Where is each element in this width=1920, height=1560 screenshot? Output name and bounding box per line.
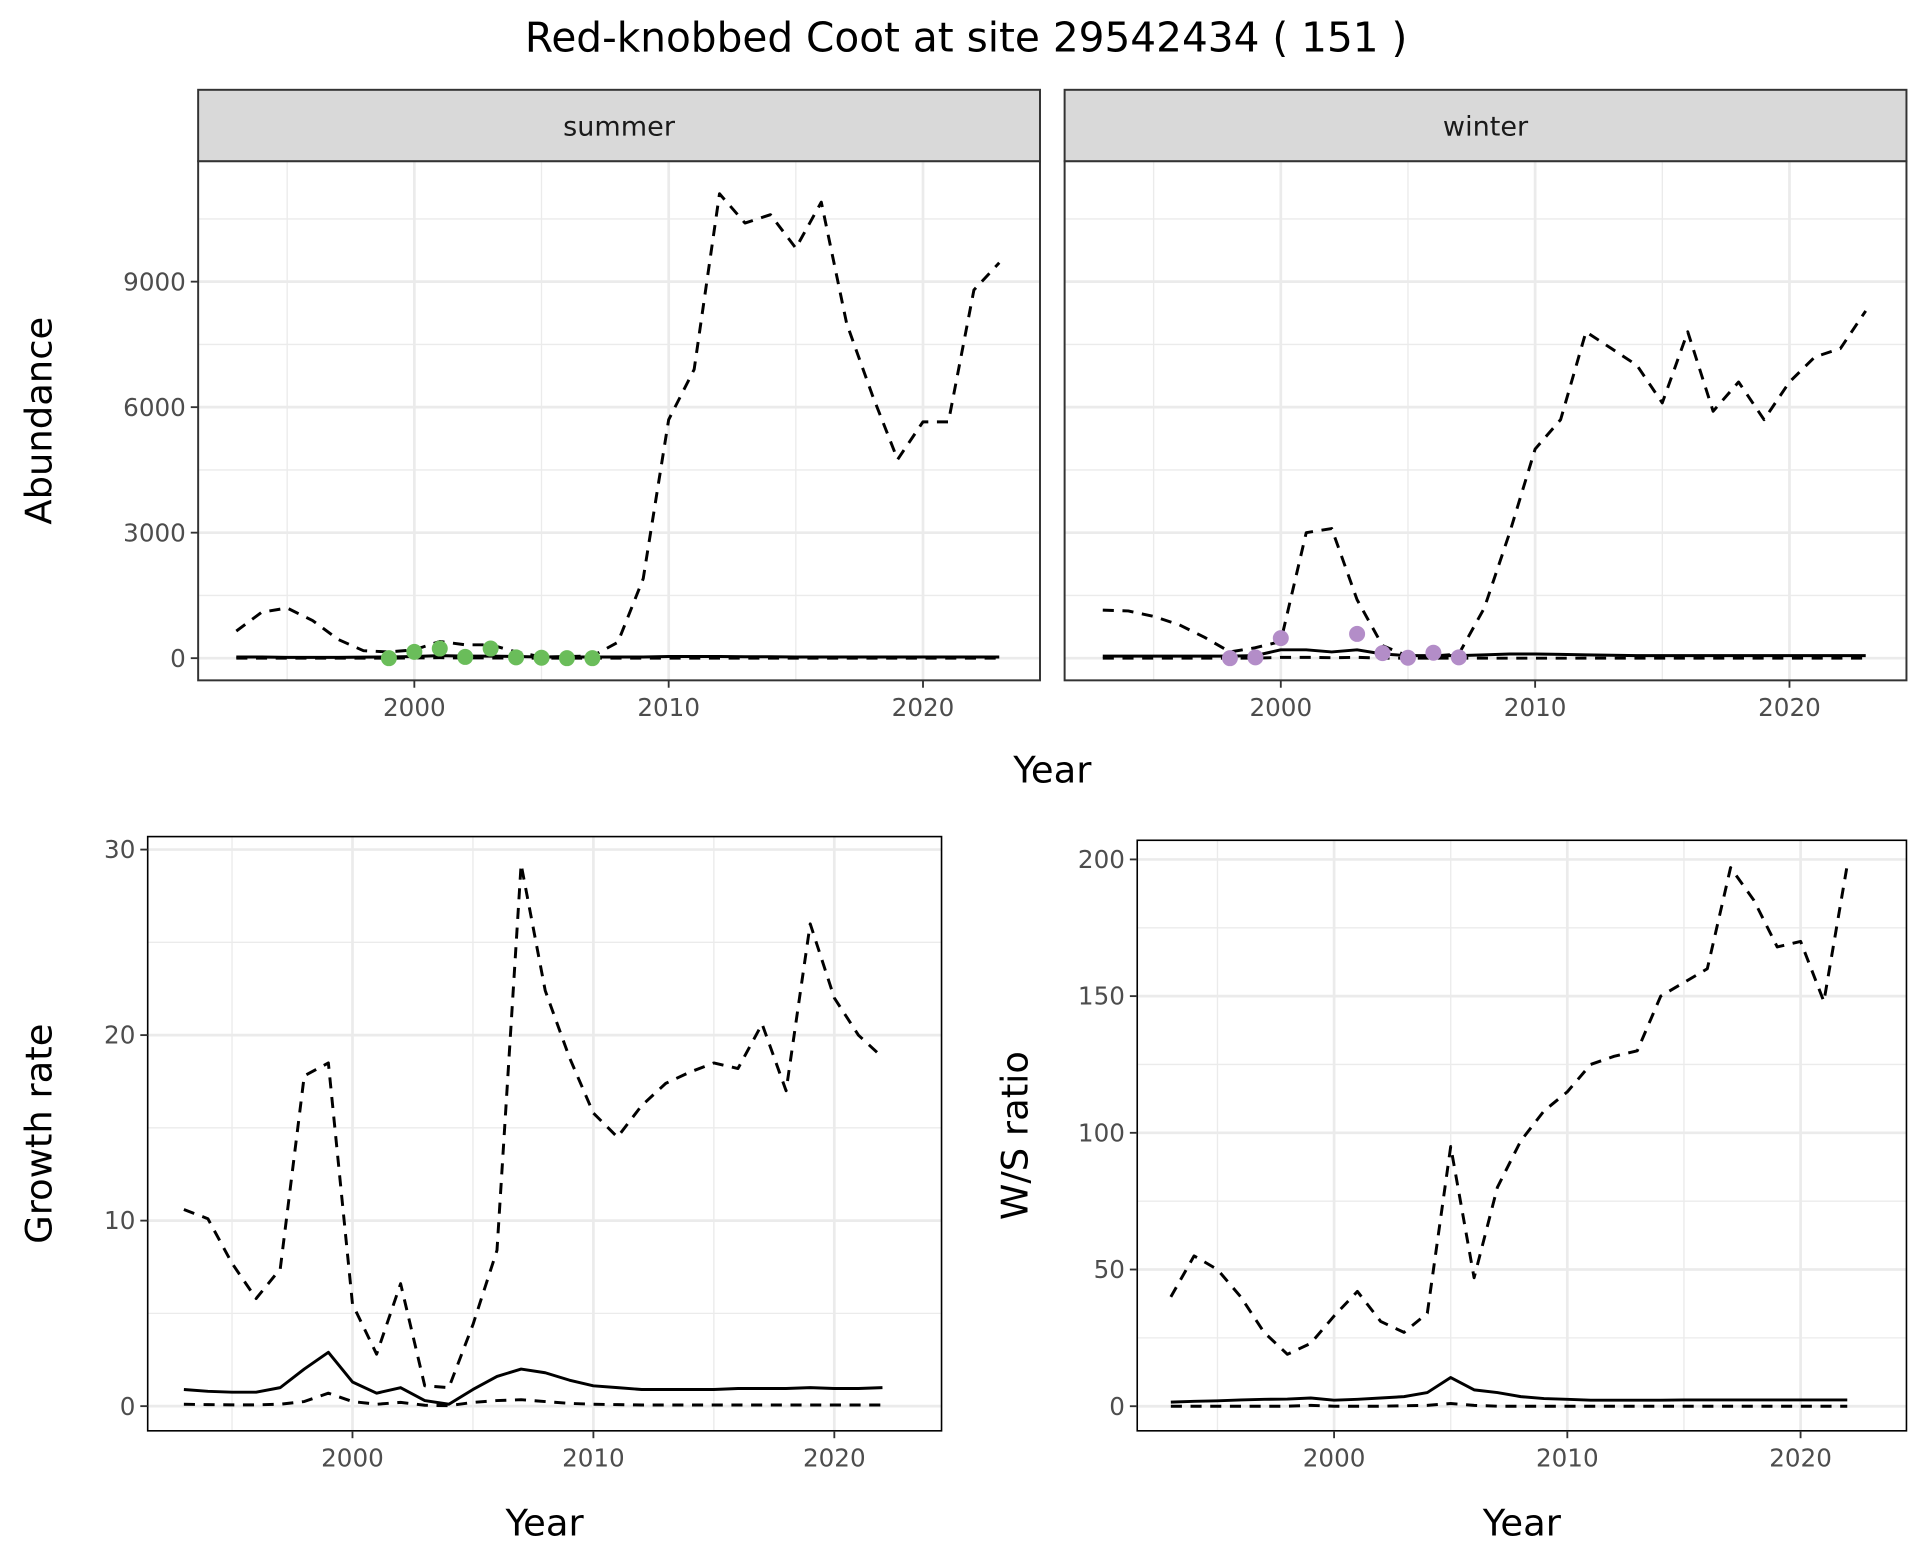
x-axis-title: Year [505, 1501, 585, 1544]
y-axis-title: W/S ratio [994, 1051, 1037, 1220]
x-tick-label: 2010 [1536, 1444, 1599, 1473]
data-point [558, 650, 575, 667]
series-line-1-solid [183, 1350, 883, 1406]
y-tick-label: 150 [1078, 982, 1125, 1011]
data-point [431, 640, 448, 657]
data-point [482, 640, 499, 657]
data-point [533, 649, 550, 666]
series-line-1-solid [1170, 1376, 1848, 1404]
facet-strip [1063, 88, 1908, 163]
y-tick-label: 6000 [123, 393, 186, 422]
series-line-0-dashed [1169, 864, 1849, 1356]
x-tick-label: 2000 [383, 693, 446, 722]
y-tick-label: 0 [170, 644, 186, 673]
x-tick-label: 2020 [803, 1444, 866, 1473]
y-axis-title: Abundance [18, 317, 61, 525]
facet-strip [197, 88, 1041, 163]
data-point [457, 648, 474, 665]
y-tick-label: 3000 [123, 518, 186, 547]
facet-strip-label: summer [563, 111, 676, 142]
y-tick-label: 50 [1094, 1255, 1125, 1284]
y-tick-label: 200 [1078, 845, 1125, 874]
plot-background [198, 161, 1041, 681]
x-tick-label: 2010 [562, 1444, 625, 1473]
y-axis-title: Growth rate [18, 1024, 61, 1244]
y-tick-label: 30 [104, 835, 135, 864]
data-point [1247, 649, 1264, 666]
data-point [1399, 649, 1416, 666]
y-tick-label: 20 [104, 1021, 135, 1050]
series-line-0-dashed [183, 862, 884, 1390]
series-line-2-dashed [1170, 1402, 1848, 1408]
x-tick-label: 2020 [1758, 693, 1821, 722]
data-point [1349, 625, 1366, 642]
y-tick-label: 10 [104, 1206, 135, 1235]
y-tick-label: 9000 [123, 267, 186, 296]
y-tick-label: 100 [1078, 1118, 1125, 1147]
x-axis-title: Year [1012, 748, 1092, 791]
data-point [380, 650, 397, 667]
data-point [1221, 650, 1238, 667]
facet-strip-label: winter [1443, 111, 1529, 142]
series-line-0-dashed [1102, 310, 1867, 658]
x-tick-label: 2000 [321, 1444, 384, 1473]
data-point [406, 643, 423, 660]
panel-winter: winter 2000 2010 2020 [1063, 88, 1908, 722]
x-tick-label: 2000 [1303, 1444, 1366, 1473]
data-point [1272, 630, 1289, 647]
panel-summer: summer 2000 2010 2020 0 3000 6000 9000 Abundance… [18, 88, 1092, 791]
x-tick-label: 2020 [892, 693, 955, 722]
y-tick-label: 0 [120, 1392, 136, 1421]
data-point [508, 649, 525, 666]
x-axis-title: Year [1482, 1501, 1562, 1544]
data-point [1374, 645, 1391, 662]
x-tick-label: 2010 [637, 693, 700, 722]
plot-background [147, 836, 942, 1431]
panel-border [1136, 839, 1908, 1432]
panel-plot-3: 2000 2010 2020 0 50 100 150 200 W/S ratio Year [994, 839, 1908, 1544]
data-point [1425, 644, 1442, 661]
x-tick-label: 2020 [1769, 1444, 1832, 1473]
y-tick-label: 0 [1109, 1392, 1125, 1421]
data-point [1450, 649, 1467, 666]
data-point [584, 650, 601, 667]
x-tick-label: 2000 [1249, 693, 1312, 722]
series-line-0-dashed [235, 192, 1001, 659]
plot-background [1137, 840, 1907, 1431]
figure-title: Red-knobbed Coot at site 29542434 ( 151 … [525, 14, 1407, 62]
panel-border [146, 835, 943, 1432]
panel-plot-2: 2000 2010 2020 0 10 20 30 Growth rate Year [18, 835, 943, 1544]
plot-background [1064, 161, 1907, 681]
x-tick-label: 2010 [1504, 693, 1567, 722]
